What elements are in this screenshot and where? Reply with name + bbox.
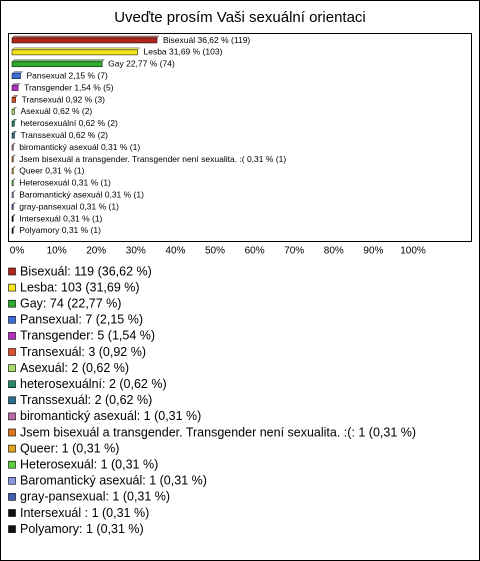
legend-swatch (8, 525, 16, 533)
legend-swatch (8, 412, 16, 421)
legend-label: Pansexual: 7 (2,15 %) (20, 313, 143, 327)
legend-swatch (8, 396, 16, 405)
x-tick-label: 20% (86, 246, 106, 257)
value-label: Jsem bisexuál a transgender. Transgender… (19, 154, 286, 164)
plot-frame (8, 33, 472, 242)
value-label: heterosexuální 0,62 % (2) (20, 118, 118, 128)
legend-label: heterosexuální: 2 (0,62 %) (20, 377, 167, 391)
bar (11, 85, 19, 91)
value-label: Baromantický asexuál 0,31 % (1) (19, 189, 144, 199)
value-label: Transsexuál 0,62 % (2) (20, 130, 108, 140)
bar (11, 168, 14, 175)
value-label: Gay 22,77 % (74) (108, 59, 175, 69)
legend-label: Heterosexuál: 1 (0,31 %) (20, 457, 158, 471)
bar (11, 61, 103, 68)
legend-swatch (8, 444, 16, 453)
legend-swatch (8, 283, 16, 292)
bar (11, 132, 15, 139)
legend-label: Gay: 74 (22,77 %) (20, 296, 121, 310)
value-label: Polyamory 0,31 % (1) (19, 225, 101, 235)
x-tick-label: 50% (205, 246, 225, 257)
x-tick-label: 10% (47, 246, 67, 257)
bar-top (11, 35, 160, 39)
x-tick-label: 30% (126, 246, 146, 257)
x-tick-label: 90% (363, 246, 383, 257)
legend-label: Jsem bisexuál a transgender. Transgender… (20, 425, 416, 439)
legend-label: Baromantický asexuál: 1 (0,31 %) (20, 474, 207, 488)
legend-label: Transsexuál: 2 (0,62 %) (20, 393, 152, 407)
legend-swatch (8, 332, 16, 340)
x-tick-label: 100% (400, 246, 426, 257)
bar (11, 121, 15, 127)
bar (11, 216, 14, 222)
legend-label: biromantický asexuál: 1 (0,31 %) (20, 409, 201, 423)
legend-swatch (8, 428, 16, 437)
bar (11, 204, 14, 210)
legend-swatch (8, 364, 16, 372)
legend-label: gray-pansexual: 1 (0,31 %) (20, 490, 170, 504)
bar-top (11, 47, 141, 51)
legend-swatch (8, 267, 16, 276)
bar (11, 49, 138, 56)
bar (11, 109, 15, 115)
legend-label: Intersexuál : 1 (0,31 %) (20, 506, 149, 520)
bar (11, 192, 14, 198)
value-label: Lesba 31,69 % (103) (143, 47, 222, 57)
legend-swatch (8, 460, 16, 469)
value-label: gray-pansexual 0,31 % (1) (19, 201, 119, 211)
legend-swatch (8, 476, 16, 485)
bar-top (11, 59, 105, 63)
legend-swatch (8, 380, 16, 389)
bar (11, 180, 14, 187)
bar (11, 144, 14, 151)
legend-swatch (8, 509, 16, 517)
legend-label: Transexuál: 3 (0,92 %) (20, 345, 146, 359)
bar (11, 156, 14, 163)
value-label: Pansexual 2,15 % (7) (27, 70, 108, 80)
value-label: Asexuál 0,62 % (2) (20, 106, 92, 116)
bar (11, 97, 16, 103)
legend-swatch (8, 348, 16, 356)
legend-label: Transgender: 5 (1,54 %) (20, 329, 155, 343)
chart-title: Uveďte prosím Vaši sexuální orientaci (114, 9, 366, 26)
legend-swatch (8, 493, 16, 501)
legend-label: Bisexuál: 119 (36,62 %) (20, 264, 152, 278)
bar (11, 37, 158, 44)
value-label: biromantický asexuál 0,31 % (1) (19, 142, 140, 152)
x-tick-label: 40% (165, 246, 185, 257)
value-label: Intersexuál 0,31 % (1) (19, 213, 102, 223)
bar-top (11, 71, 24, 74)
legend-label: Polyamory: 1 (0,31 %) (20, 522, 144, 536)
value-label: Transgender 1,54 % (5) (24, 82, 114, 92)
legend-swatch (8, 299, 16, 308)
bar (11, 228, 14, 234)
x-tick-label: 60% (245, 246, 265, 257)
value-label: Transexuál 0,92 % (3) (22, 94, 105, 104)
legend-label: Queer: 1 (0,31 %) (20, 441, 119, 455)
legend-label: Asexuál: 2 (0,62 %) (20, 361, 129, 375)
legend-label: Lesba: 103 (31,69 %) (20, 280, 140, 294)
x-tick-label: 70% (284, 246, 304, 257)
x-tick-label: 80% (324, 246, 344, 257)
bar (11, 73, 21, 79)
x-tick-label: 0% (10, 246, 25, 257)
legend-swatch (8, 315, 16, 324)
value-label: Queer 0,31 % (1) (19, 166, 84, 176)
value-label: Heterosexuál 0,31 % (1) (19, 178, 111, 188)
value-label: Bisexuál 36,62 % (119) (163, 35, 250, 45)
